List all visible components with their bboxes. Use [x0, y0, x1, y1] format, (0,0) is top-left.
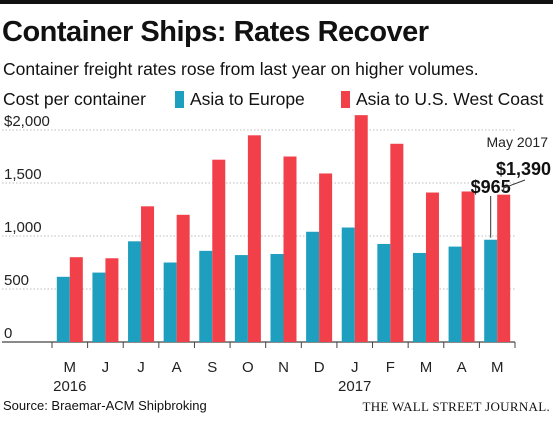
- y-tick-label: 1,000: [4, 219, 42, 236]
- x-tick-label: A: [457, 359, 467, 376]
- bar-asia-west-coast: [212, 159, 226, 342]
- bar-asia-europe: [484, 239, 498, 342]
- bar-asia-europe: [92, 272, 106, 342]
- bar-asia-europe: [270, 254, 284, 342]
- top-rule: [0, 0, 553, 4]
- x-tick-label: D: [314, 359, 325, 376]
- legend-item-west-coast: Asia to U.S. West Coast: [341, 89, 543, 110]
- x-tick-label: M: [64, 359, 77, 376]
- bar-asia-west-coast: [425, 192, 439, 342]
- x-tick-label: J: [137, 359, 145, 376]
- bar-asia-europe: [412, 252, 426, 342]
- x-tick-label: N: [278, 359, 289, 376]
- bar-asia-west-coast: [176, 214, 190, 342]
- x-tick-label: S: [207, 359, 217, 376]
- x-tick-label: J: [102, 359, 110, 376]
- y-tick-label: 0: [4, 325, 12, 342]
- x-tick-label: F: [386, 359, 395, 376]
- x-tick-label: J: [351, 359, 359, 376]
- bar-asia-europe: [234, 255, 248, 342]
- bar-asia-europe: [448, 246, 462, 342]
- legend-label-west-coast: Asia to U.S. West Coast: [356, 89, 544, 109]
- chart-title: Container Ships: Rates Recover: [2, 16, 429, 48]
- x-tick-label: M: [491, 359, 504, 376]
- x-tick-label: O: [242, 359, 254, 376]
- annotation-value-europe: $965: [471, 177, 511, 197]
- bar-asia-west-coast: [141, 206, 155, 342]
- bar-asia-west-coast: [69, 257, 83, 342]
- x-tick-label: M: [420, 359, 433, 376]
- annotation-value-west-coast: $1,390: [496, 159, 551, 179]
- y-tick-label: 500: [4, 272, 29, 289]
- annotation-date: May 2017: [487, 134, 549, 150]
- legend-swatch-europe: [175, 91, 184, 108]
- source-note: Source: Braemar-ACM Shipbroking: [3, 398, 207, 413]
- bar-asia-west-coast: [105, 258, 119, 342]
- y-axis-title: Cost per container: [3, 89, 146, 109]
- bar-asia-europe: [128, 241, 142, 342]
- x-tick-label: A: [172, 359, 182, 376]
- legend-swatch-west-coast: [341, 91, 350, 108]
- legend-item-europe: Asia to Europe: [175, 89, 305, 110]
- bar-asia-europe: [56, 276, 70, 342]
- bar-asia-europe: [341, 227, 355, 342]
- bar-asia-west-coast: [497, 194, 511, 342]
- bar-asia-europe: [163, 262, 177, 342]
- bar-asia-west-coast: [461, 191, 475, 342]
- bar-asia-west-coast: [283, 156, 297, 342]
- bar-asia-europe: [199, 250, 213, 342]
- chart-subtitle: Container freight rates rose from last y…: [3, 59, 479, 79]
- legend-label-europe: Asia to Europe: [190, 89, 305, 109]
- bar-asia-west-coast: [319, 173, 333, 342]
- bar-asia-europe: [377, 243, 391, 342]
- publisher-logo: THE WALL STREET JOURNAL.: [362, 399, 550, 414]
- bar-asia-west-coast: [390, 143, 404, 342]
- bar-asia-west-coast: [354, 115, 368, 342]
- bar-asia-europe: [306, 231, 320, 342]
- x-year-label: 2016: [53, 378, 86, 395]
- bar-asia-west-coast: [247, 135, 261, 342]
- x-year-label: 2017: [338, 378, 371, 395]
- y-tick-label: 1,500: [4, 166, 42, 183]
- annotation-leader-west-coast: [503, 179, 526, 193]
- y-tick-label: $2,000: [4, 113, 50, 130]
